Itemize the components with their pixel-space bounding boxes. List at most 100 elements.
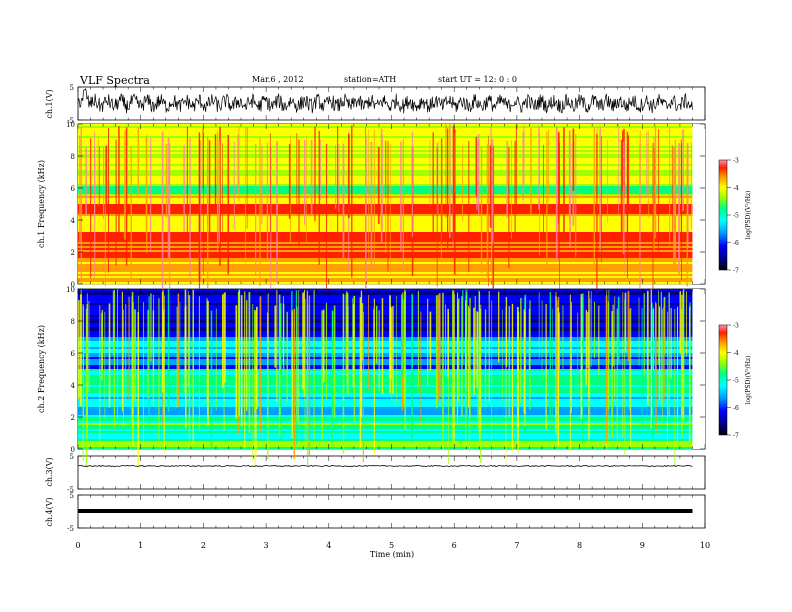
ch1-spectrogram-impulse [510, 140, 512, 240]
ch1-spectrogram-impulse [385, 140, 387, 253]
ch2-spectrogram-impulse [360, 290, 363, 418]
ch2-spectrogram-impulse [605, 295, 608, 443]
ch2-spectrogram-band [78, 447, 693, 450]
ch1-spectrogram-impulse [620, 139, 623, 233]
ch4-waveform [78, 509, 693, 513]
ch2-spectrogram-impulse [630, 308, 632, 447]
y-tick-label: -5 [67, 117, 74, 125]
ch2-spectrogram-impulse [276, 290, 278, 403]
ch2-spectrogram-band [78, 417, 693, 420]
ch2-spectrogram-band [78, 353, 693, 356]
ch2-spectrogram-impulse [462, 290, 464, 366]
colorbar-tick-label: -5 [733, 378, 739, 385]
ch1-spectrogram-impulse [168, 142, 171, 299]
ch1-spectrogram-impulse [548, 129, 549, 202]
ch1-spectrogram-impulse [390, 144, 391, 276]
ch2-spectrogram-impulse [252, 304, 254, 460]
ch2-spectrogram-band [78, 373, 693, 376]
ch2-spectrogram-impulse [557, 307, 560, 446]
ch1-spectrogram-impulse [680, 139, 682, 244]
ch2-spectrogram-impulse [429, 311, 432, 371]
ch1-spectrogram-impulse [671, 145, 673, 240]
ch1-spectrogram-impulse [652, 142, 654, 295]
ch2-spectrogram-impulse [505, 296, 508, 368]
ch1-spectrogram-impulse [233, 141, 235, 230]
ch1-spectrogram-impulse [198, 132, 201, 282]
ch1-spectrogram-impulse [347, 133, 350, 219]
ch2-spectrogram-band [78, 435, 693, 438]
ch1-spectrogram-impulse [593, 127, 595, 268]
ch2-spectrogram-band [78, 413, 693, 416]
ch2-spectrogram-impulse [651, 302, 653, 424]
ch1-spectrogram-impulse [490, 139, 493, 274]
ch2-spectrogram-impulse [680, 309, 683, 415]
ch1-spectrogram-impulse [227, 134, 230, 275]
ch2-spectrogram-impulse [663, 306, 665, 402]
colorbar-tick-label: -4 [733, 350, 739, 357]
ch1-spectrogram-impulse [130, 145, 132, 280]
ch2-spectrogram-impulse [438, 293, 441, 396]
ch1-spectrogram-impulse [515, 124, 517, 204]
ch2-spectrogram-empty [692, 289, 705, 449]
ch2-spectrogram-impulse [246, 300, 248, 412]
ch2-spectrogram-impulse [590, 290, 592, 367]
ch2-spectrogram-band [78, 301, 693, 304]
ch2-spectrogram-band [78, 355, 693, 358]
ch2-spectrogram-impulse [624, 299, 626, 455]
ch1-spectrogram-impulse [402, 139, 404, 267]
ch1-spectrogram-impulse [338, 144, 340, 213]
ch2-spectrogram-impulse [131, 291, 134, 439]
ch2-spectrogram-band [78, 391, 693, 394]
ch1-spectrogram-impulse [454, 133, 456, 192]
ch1-spectrogram-impulse [244, 127, 246, 264]
ch2-spectrogram-band [78, 357, 693, 360]
ch1-spectrogram-impulse [381, 135, 383, 230]
ch2-spectrogram-impulse [571, 301, 572, 414]
ch2-spectrogram-impulse [112, 290, 114, 355]
ch1-spectrogram-impulse [445, 124, 447, 218]
ch2-spectrogram-impulse [453, 290, 455, 443]
y-tick-label: 8 [71, 153, 75, 161]
ch1-spectrogram-impulse [572, 128, 575, 192]
ch1-spectrogram-band [78, 242, 693, 245]
ch1-spectrogram-impulse [648, 130, 649, 219]
ch2-spectrogram-impulse [389, 306, 392, 380]
ch2-spectrogram-impulse [375, 305, 378, 364]
ch2-spectrogram-impulse [520, 298, 522, 404]
ch2-spectrogram-band [78, 343, 693, 346]
y-tick-label: 4 [71, 382, 76, 390]
ch1-spectrogram-impulse [480, 146, 483, 273]
ch1-spectrogram-impulse [506, 140, 508, 218]
ch2-spectrogram-impulse [396, 295, 397, 406]
ch2-spectrogram-band [78, 427, 693, 430]
ch2-spectrogram-impulse [616, 308, 618, 444]
ch1-spectrogram-impulse [377, 146, 380, 224]
ch1-spectrogram-impulse [105, 145, 108, 211]
ch2-spectrogram-impulse [491, 300, 493, 460]
ch2-spectrogram-band [78, 393, 693, 396]
ch3-ylabel: ch.3(V) [45, 457, 54, 486]
ch2-spectrogram-band [78, 349, 693, 352]
ch2-spectrogram [78, 289, 705, 468]
ch1-spectrogram-impulse [125, 127, 128, 266]
ch2-spectrogram-band [78, 341, 693, 344]
ch2-spectrogram-impulse [274, 305, 277, 368]
ch2-spectrogram-impulse [321, 310, 323, 440]
ch2-spectrogram-impulse [104, 311, 106, 419]
ch2-spectrogram-impulse [342, 293, 345, 454]
ch2-spectrogram-impulse [505, 307, 507, 466]
ch2-spectrogram-band [78, 383, 693, 386]
ch2-spectrogram-impulse [192, 311, 194, 424]
ch2-spectrogram-impulse [282, 296, 284, 362]
ch1-spectrogram-impulse [514, 140, 516, 234]
ch1-spectrogram-impulse [627, 135, 630, 213]
ch1-spectrogram-band [78, 212, 693, 215]
ch2-spectrogram-impulse [248, 291, 251, 433]
ch2-spectrogram-impulse [121, 291, 123, 412]
ch1-spectrogram-impulse [429, 140, 431, 206]
ch2-spectrogram-impulse [244, 291, 246, 448]
ch1-spectrogram-impulse [318, 130, 320, 265]
ch2-spectrogram-impulse [206, 298, 208, 405]
ch2-spectrogram-impulse [677, 307, 678, 444]
ch1-spectrogram-band [78, 206, 693, 209]
